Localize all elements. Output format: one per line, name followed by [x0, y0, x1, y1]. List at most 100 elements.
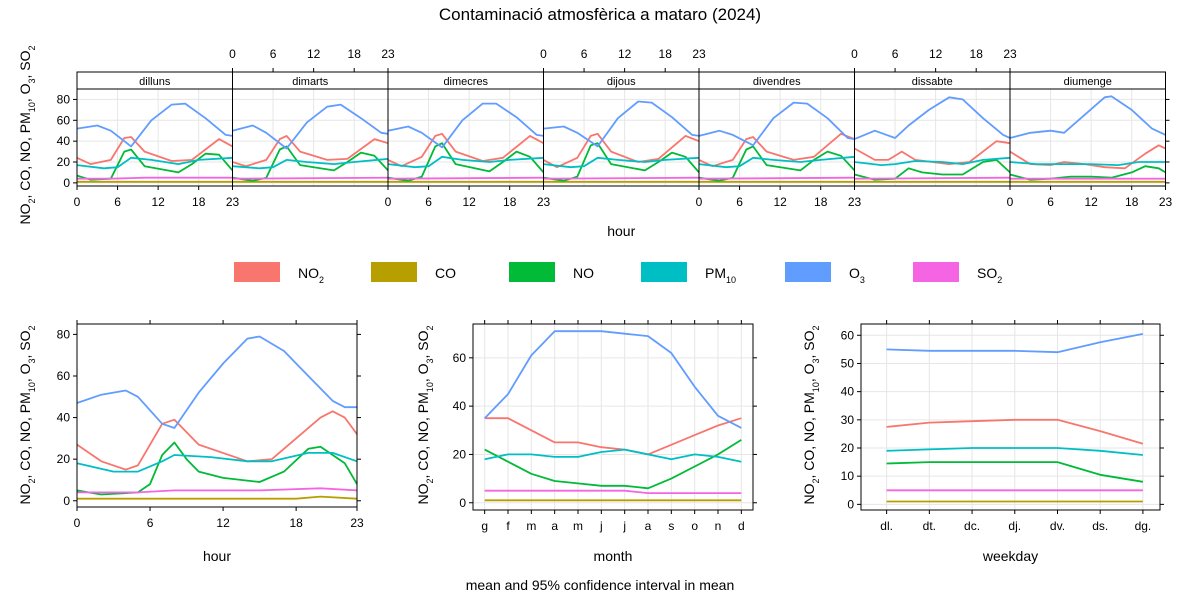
x-tick-label: 0	[540, 47, 547, 61]
x-tick-label: 12	[929, 47, 943, 61]
series-line-no	[886, 461, 1144, 483]
x-tick-label: 23	[692, 47, 706, 61]
series-line-pm10	[76, 156, 233, 170]
legend-label: SO2	[977, 265, 1002, 285]
x-tick-label: 6	[114, 195, 121, 209]
x-axis-label: weekday	[982, 548, 1038, 564]
legend-swatch	[509, 262, 555, 282]
y-tick-label: 10	[841, 469, 855, 483]
footnote: mean and 95% confidence interval in mean	[465, 577, 735, 593]
x-tick-label: a	[645, 519, 652, 533]
x-tick-label: 6	[736, 195, 743, 209]
x-tick-label: n	[715, 519, 722, 533]
series-line-o3	[232, 103, 389, 150]
series-line-no2	[484, 417, 742, 456]
panel-strip-label: dimarts	[292, 76, 329, 88]
panel-strip-label: dissabte	[912, 76, 953, 88]
x-tick-label: j	[622, 519, 626, 533]
series-line-no2	[886, 418, 1144, 445]
x-tick-label: 0	[229, 47, 236, 61]
y-tick-label: 20	[57, 155, 71, 169]
series-line-so2	[77, 176, 233, 180]
x-tick-label: 18	[659, 47, 673, 61]
legend-item-o3: O3	[785, 262, 865, 285]
series-line-so2	[484, 489, 742, 494]
x-tick-label: 18	[192, 195, 206, 209]
y-tick-label: 60	[57, 369, 71, 383]
y-tick-label: 40	[57, 411, 71, 425]
x-tick-label: 0	[851, 47, 858, 61]
y-tick-label: 0	[63, 176, 70, 190]
y-axis-label: NO2, CO, NO, PM10, O3, SO2	[415, 325, 435, 504]
x-tick-label: j	[599, 519, 603, 533]
series-line-no2	[232, 135, 389, 168]
series-line-pm10	[76, 452, 358, 473]
x-tick-label: 6	[270, 47, 277, 61]
series-line-pm10	[886, 447, 1143, 456]
legend-label: NO	[573, 265, 594, 281]
y-tick-label: 80	[57, 327, 71, 341]
x-tick-label: 12	[216, 516, 230, 530]
x-tick-label: m	[526, 519, 536, 533]
panel-frame	[1009, 88, 1166, 187]
x-tick-label: 0	[696, 195, 703, 209]
x-tick-label: 6	[581, 47, 588, 61]
series-line-co	[77, 495, 358, 500]
x-axis-label: hour	[203, 548, 231, 564]
series-line-so2	[232, 176, 389, 180]
x-tick-label: 23	[381, 47, 395, 61]
y-tick-label: 20	[453, 447, 467, 461]
legend-label: PM10	[705, 265, 736, 285]
y-tick-label: 30	[841, 413, 855, 427]
x-tick-label: 18	[348, 47, 362, 61]
series-line-no	[484, 439, 742, 490]
x-tick-label: o	[691, 519, 698, 533]
x-tick-label: 18	[970, 47, 984, 61]
legend-item-so2: SO2	[913, 262, 1002, 285]
panel-strip-label: diumenge	[1064, 76, 1112, 88]
y-tick-label: 60	[453, 351, 467, 365]
x-tick-label: ds.	[1092, 519, 1108, 533]
series-line-pm10	[484, 448, 742, 463]
y-tick-label: 0	[847, 497, 854, 511]
series-line-o3	[698, 101, 855, 147]
legend-swatch	[913, 262, 959, 282]
x-tick-label: 0	[385, 195, 392, 209]
y-tick-label: 60	[841, 328, 855, 342]
x-tick-label: 12	[462, 195, 476, 209]
y-tick-label: 0	[459, 496, 466, 510]
x-tick-label: f	[506, 519, 510, 533]
series-line-pm10	[387, 155, 544, 169]
series-line-o3	[886, 333, 1144, 354]
x-tick-label: 23	[350, 516, 364, 530]
x-tick-label: 18	[1125, 195, 1139, 209]
legend-item-no: NO	[509, 262, 594, 282]
x-tick-label: a	[551, 519, 558, 533]
panel-strip-label: dijous	[607, 76, 636, 88]
legend-swatch	[371, 262, 417, 282]
x-tick-label: 6	[425, 195, 432, 209]
x-tick-label: dj.	[1008, 519, 1021, 533]
chart-title: Contaminació atmosfèrica a mataro (2024)	[438, 5, 762, 24]
y-tick-label: 80	[57, 92, 71, 106]
series-line-no	[1009, 165, 1166, 181]
x-tick-label: 18	[289, 516, 303, 530]
legend-swatch	[234, 262, 280, 282]
series-line-o3	[387, 102, 544, 149]
panel-frame	[543, 88, 700, 187]
legend-item-co: CO	[371, 262, 456, 282]
x-tick-label: 23	[1003, 47, 1017, 61]
panel-strip-label: dimecres	[443, 76, 488, 88]
y-tick-label: 50	[841, 356, 855, 370]
x-tick-label: 23	[848, 195, 862, 209]
x-axis-label: hour	[607, 223, 635, 239]
y-tick-label: 40	[453, 399, 467, 413]
y-axis-label: NO2, CO, NO, PM10, O3, SO2	[17, 325, 37, 504]
panel-frame	[76, 88, 233, 187]
x-tick-label: d	[738, 519, 745, 533]
series-line-so2	[543, 176, 700, 180]
y-axis-label: NO2, CO, NO, PM10, O3, SO2	[17, 45, 37, 224]
series-line-pm10	[698, 155, 855, 169]
x-tick-label: 23	[226, 195, 240, 209]
